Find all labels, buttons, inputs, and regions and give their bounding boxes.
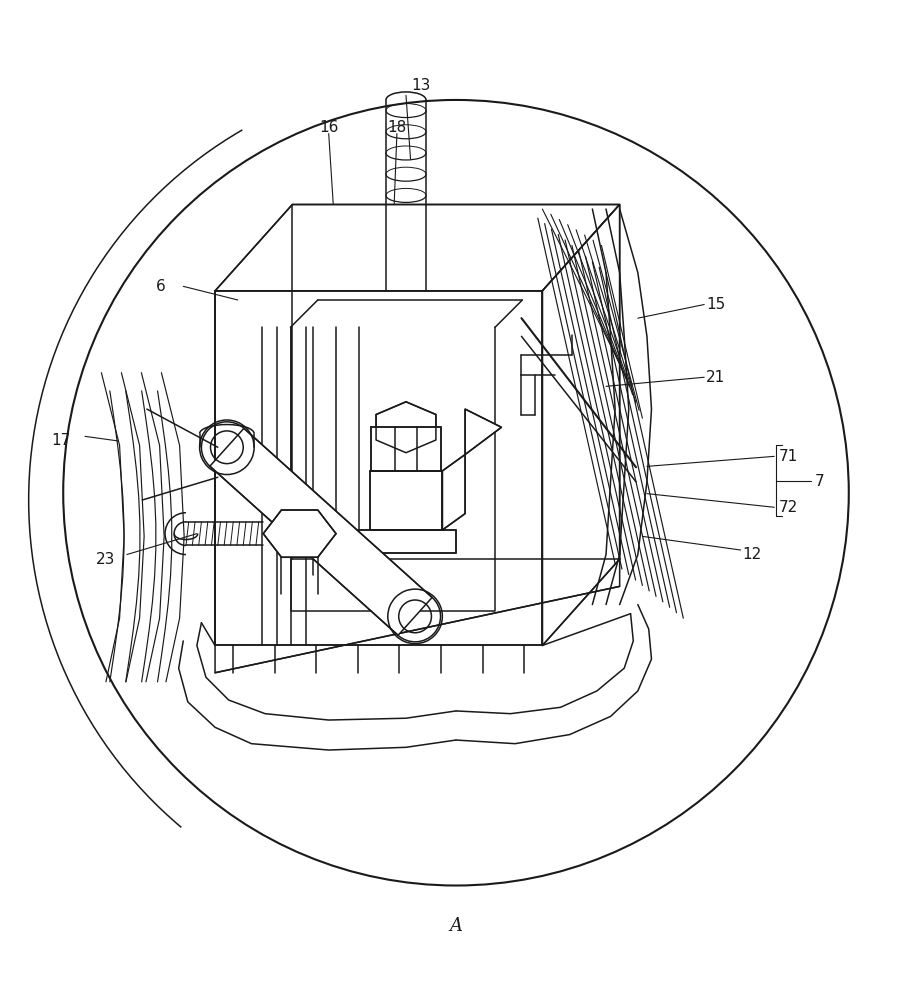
- Polygon shape: [465, 409, 501, 455]
- Text: 16: 16: [319, 120, 338, 135]
- Text: 72: 72: [778, 500, 797, 515]
- Polygon shape: [355, 530, 456, 553]
- Polygon shape: [210, 428, 432, 635]
- Polygon shape: [375, 402, 435, 453]
- Text: 71: 71: [778, 449, 797, 464]
- Text: 21: 21: [705, 370, 724, 385]
- Polygon shape: [215, 205, 619, 291]
- Text: 17: 17: [51, 433, 70, 448]
- Text: 23: 23: [97, 552, 116, 567]
- Polygon shape: [263, 510, 335, 557]
- Text: 13: 13: [411, 78, 431, 93]
- Text: 18: 18: [387, 120, 406, 135]
- Text: 15: 15: [705, 297, 724, 312]
- Polygon shape: [369, 471, 442, 530]
- Text: 12: 12: [742, 547, 761, 562]
- Text: A: A: [449, 917, 462, 935]
- Polygon shape: [371, 427, 440, 471]
- Polygon shape: [542, 205, 619, 645]
- Polygon shape: [442, 455, 465, 530]
- Polygon shape: [215, 291, 542, 645]
- Text: 6: 6: [156, 279, 165, 294]
- Text: 7: 7: [814, 474, 824, 489]
